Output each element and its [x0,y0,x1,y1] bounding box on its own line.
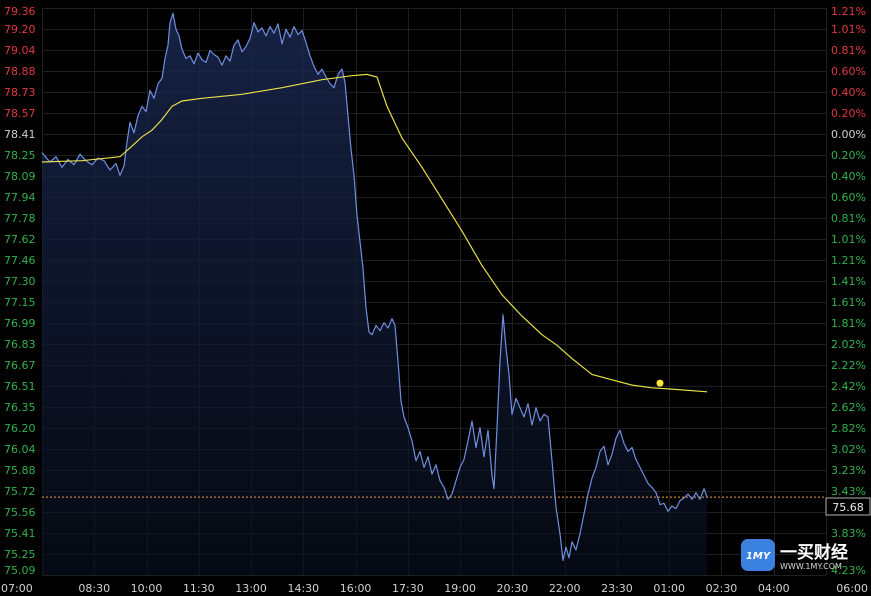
x-axis-time: 07:00 08:30 10:00 11:30 13:00 14:30 16:00 17:30… [1,582,868,595]
logo-name: 一买财经 [780,542,848,563]
x-tick-label: 22:00 [549,582,581,595]
y-tick-percent-label: 1.61% [831,296,866,309]
last-price-badge: 75.68 [825,497,871,516]
y-tick-label: 77.46 [4,254,36,267]
y-tick-percent-label: 1.41% [831,275,866,288]
y-tick-label: 77.30 [4,275,36,288]
y-tick-percent-label: 1.21% [831,254,866,267]
price-area [42,13,707,576]
y-tick-label: 76.35 [4,401,36,414]
y-tick-percent-label: 1.01% [831,23,866,36]
y-tick-label: 76.51 [4,380,36,393]
y-tick-label: 75.09 [4,564,36,577]
x-tick-label: 14:30 [287,582,319,595]
y-tick-percent-label: 0.60% [831,65,866,78]
x-tick-label: 13:00 [235,582,267,595]
y-tick-label: 76.20 [4,422,36,435]
brand-logo: 1MY 一买财经 WWW.1MY.COM [741,539,848,571]
x-tick-label: 07:00 [1,582,33,595]
last-price-label: 75.68 [832,501,864,514]
y-tick-percent-label: 3.23% [831,464,866,477]
y-tick-label: 77.78 [4,212,36,225]
y-tick-percent-label: 2.82% [831,422,866,435]
y-tick-percent-label: 1.81% [831,317,866,330]
y-tick-percent-label: 1.21% [831,5,866,18]
y-tick-label: 75.41 [4,527,36,540]
y-tick-label: 79.20 [4,23,36,36]
plot-area [41,12,826,576]
x-tick-label: 10:00 [131,582,163,595]
y-tick-label: 76.83 [4,338,36,351]
average-price-line [41,73,708,393]
x-tick-label: 16:00 [340,582,372,595]
price-line [41,12,708,561]
y-tick-label: 75.88 [4,464,36,477]
y-tick-percent-label: 0.81% [831,212,866,225]
y-tick-percent-label: 0.60% [831,191,866,204]
x-tick-label: 19:00 [444,582,476,595]
y-axis-price: 79.36 79.20 79.04 78.88 78.73 78.57 78.41 78.25… [4,5,36,577]
y-tick-percent-label: 2.02% [831,338,866,351]
x-tick-label: 08:30 [78,582,110,595]
y-tick-label: 78.57 [4,107,36,120]
y-tick-percent-label: 3.43% [831,485,866,498]
x-tick-label: 01:00 [653,582,685,595]
y-tick-label: 78.73 [4,86,36,99]
y-tick-label: 78.88 [4,65,36,78]
y-tick-label: 78.25 [4,149,36,162]
y-tick-percent-label: 0.00% [831,128,866,141]
y-tick-label: 79.36 [4,5,36,18]
x-tick-label: 02:30 [706,582,738,595]
y-tick-percent-label: 0.40% [831,86,866,99]
x-tick-label: 23:30 [601,582,633,595]
y-tick-percent-label: 2.22% [831,359,866,372]
y-tick-percent-label: 4.23% [831,564,866,577]
logo-badge-icon [741,539,775,571]
y-tick-label: 78.09 [4,170,36,183]
x-tick-label: 06:00 [836,582,868,595]
y-tick-percent-label: 2.62% [831,401,866,414]
x-tick-label: 17:30 [392,582,424,595]
y-tick-label: 78.41 [4,128,36,141]
y-tick-percent-label: 0.40% [831,170,866,183]
y-tick-label: 77.94 [4,191,36,204]
y-tick-label: 76.67 [4,359,36,372]
y-tick-percent-label: 0.20% [831,107,866,120]
x-tick-label: 20:30 [497,582,529,595]
y-tick-percent-label: 1.01% [831,233,866,246]
y-tick-percent-label: 3.83% [831,527,866,540]
y-tick-percent-label: 0.20% [831,149,866,162]
y-tick-label: 77.15 [4,296,36,309]
x-tick-label: 11:30 [183,582,215,595]
logo-url: WWW.1MY.COM [780,562,842,571]
y-tick-label: 76.04 [4,443,36,456]
y-tick-percent-label: 2.42% [831,380,866,393]
y-tick-label: 75.56 [4,506,36,519]
y-axis-percent: 1.21% 1.01% 0.81% 0.60% 0.40% 0.20% 0.00% 0.20%… [831,5,866,577]
y-tick-label: 77.62 [4,233,36,246]
y-tick-percent-label: 3.02% [831,443,866,456]
y-tick-label: 76.99 [4,317,36,330]
x-tick-label: 04:00 [758,582,790,595]
average-marker [656,379,664,387]
svg-text:1MY: 1MY [746,551,772,562]
y-tick-label: 79.04 [4,44,36,57]
y-tick-label: 75.25 [4,548,36,561]
y-tick-percent-label: 0.81% [831,44,866,57]
y-tick-label: 75.72 [4,485,36,498]
